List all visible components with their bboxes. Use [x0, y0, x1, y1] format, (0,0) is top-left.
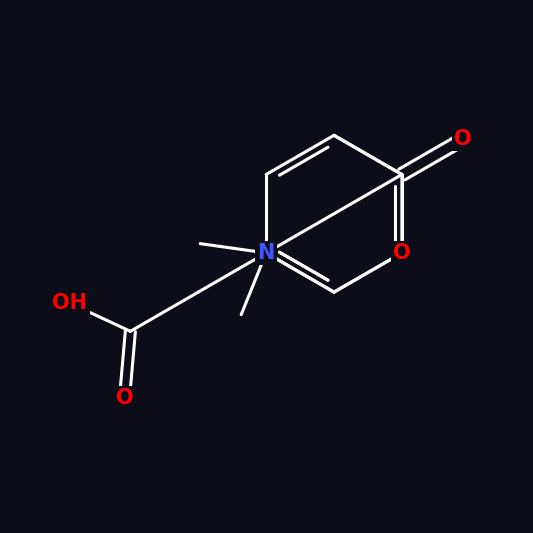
Text: OH: OH: [52, 293, 87, 313]
Text: N: N: [257, 243, 275, 263]
Text: O: O: [393, 243, 411, 263]
Text: O: O: [116, 387, 133, 408]
Text: O: O: [454, 129, 472, 149]
